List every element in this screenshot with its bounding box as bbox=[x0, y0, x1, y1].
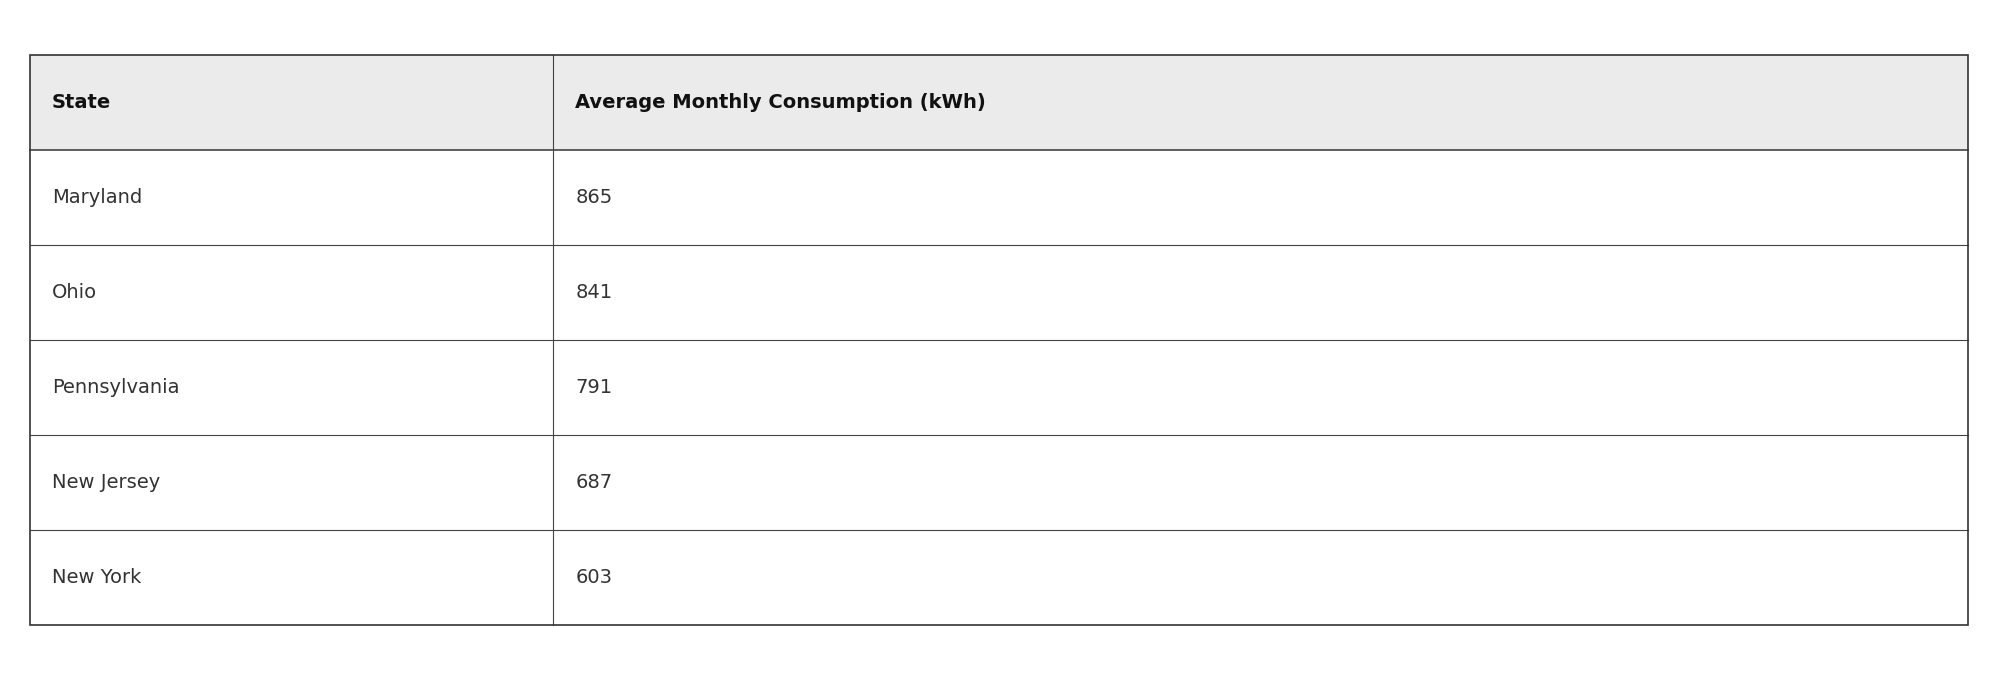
Text: State: State bbox=[52, 93, 112, 112]
Bar bbox=[30, 435, 1968, 530]
Bar bbox=[30, 150, 1968, 245]
Text: 841: 841 bbox=[575, 283, 611, 302]
Text: 687: 687 bbox=[575, 473, 611, 492]
Bar bbox=[30, 340, 1968, 435]
Text: Maryland: Maryland bbox=[52, 188, 142, 207]
Text: New Jersey: New Jersey bbox=[52, 473, 160, 492]
Text: 603: 603 bbox=[575, 568, 611, 587]
Text: Ohio: Ohio bbox=[52, 283, 98, 302]
Bar bbox=[30, 55, 1968, 625]
Bar bbox=[30, 245, 1968, 340]
Text: 791: 791 bbox=[575, 378, 611, 397]
Bar bbox=[30, 530, 1968, 625]
Text: Average Monthly Consumption (kWh): Average Monthly Consumption (kWh) bbox=[575, 93, 985, 112]
Text: New York: New York bbox=[52, 568, 142, 587]
Text: Pennsylvania: Pennsylvania bbox=[52, 378, 180, 397]
Bar bbox=[30, 55, 1968, 150]
Text: 865: 865 bbox=[575, 188, 613, 207]
